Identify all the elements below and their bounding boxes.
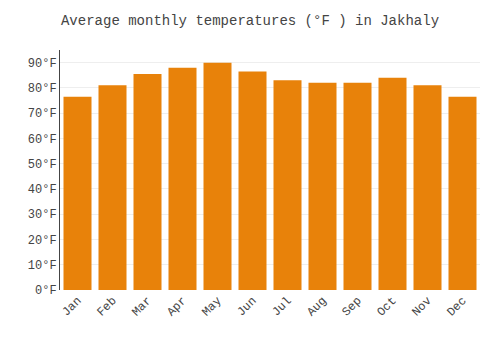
svg-text:Feb: Feb	[94, 294, 119, 319]
svg-text:90°F: 90°F	[28, 57, 57, 71]
svg-text:Oct: Oct	[374, 294, 399, 319]
svg-text:Nov: Nov	[409, 294, 434, 319]
svg-text:60°F: 60°F	[28, 133, 57, 147]
svg-text:Apr: Apr	[164, 294, 189, 319]
svg-text:10°F: 10°F	[28, 259, 57, 273]
svg-text:20°F: 20°F	[28, 234, 57, 248]
svg-text:Sep: Sep	[339, 294, 364, 319]
svg-text:Aug: Aug	[304, 294, 329, 319]
svg-text:0°F: 0°F	[35, 284, 57, 298]
svg-text:80°F: 80°F	[28, 82, 57, 96]
svg-text:50°F: 50°F	[28, 158, 57, 172]
svg-text:May: May	[199, 294, 224, 319]
svg-text:Jul: Jul	[269, 294, 294, 319]
svg-text:Average monthly temperatures (: Average monthly temperatures (°F ) in Ja…	[61, 13, 439, 29]
svg-text:Dec: Dec	[444, 294, 469, 319]
svg-text:Jan: Jan	[59, 294, 84, 319]
svg-text:40°F: 40°F	[28, 183, 57, 197]
svg-text:Mar: Mar	[129, 294, 154, 319]
svg-text:70°F: 70°F	[28, 107, 57, 121]
svg-text:30°F: 30°F	[28, 208, 57, 222]
svg-text:Jun: Jun	[234, 294, 259, 319]
